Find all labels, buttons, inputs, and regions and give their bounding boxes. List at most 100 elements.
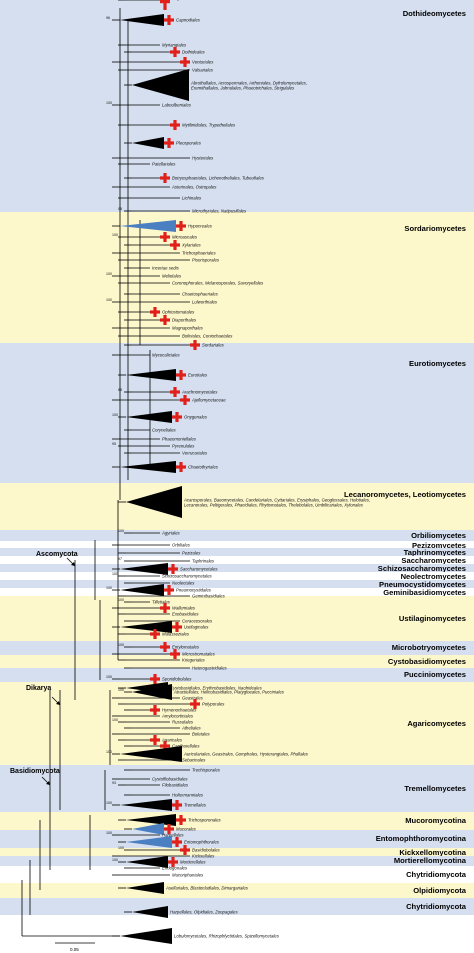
bootstrap-value: 100	[112, 572, 118, 576]
bootstrap-value: 100	[118, 529, 124, 533]
bootstrap-value: 100	[106, 586, 112, 590]
taxon-label: Diaporthales	[172, 318, 197, 323]
band-taphrinomycetes: Taphrinomycetes	[0, 548, 474, 557]
taxon-label: Mortierellales	[180, 860, 206, 865]
taxon-label: Mucorales	[176, 827, 197, 832]
red-cross-icon	[170, 390, 180, 394]
taxon-label: Arachnomycetales	[181, 390, 218, 395]
taxon-label: Agaricales	[161, 738, 183, 743]
bootstrap-value: 100	[106, 272, 112, 276]
red-cross-icon	[163, 0, 167, 10]
bootstrap-value: 100	[106, 675, 112, 679]
bootstrap-value: 100	[112, 233, 118, 237]
annotation-ascomycota: Ascomycota	[36, 551, 78, 558]
band-label: Kickxellomycotina	[399, 848, 466, 857]
taxon-label: Mytilinidiales, Trypetheliales	[182, 123, 236, 128]
collapsed-clade-triangle	[132, 684, 172, 700]
taxon-label: Auriculariales, Geastrales, Gomphales, H…	[183, 752, 309, 757]
collapsed-clade-triangle	[120, 14, 164, 26]
taxon-label: Pezizales	[182, 551, 201, 556]
band-label: Pneumocystidomycetes	[379, 580, 466, 589]
taxon-label: Boletales	[192, 732, 211, 737]
taxon-label: Lobulomycetales, Rhizophlyctidales, Spiz…	[174, 934, 280, 939]
band-label: Chytridiomycota	[406, 901, 466, 911]
taxon-label: Magnaporthales	[172, 326, 204, 331]
taxon-label: Meliolales	[162, 274, 182, 279]
taxon-label: Hypocreales	[188, 224, 213, 229]
taxon-label: Venturiales	[192, 60, 214, 65]
collapsed-clade-triangle	[120, 746, 182, 762]
red-cross-icon	[170, 652, 180, 656]
taxon-label: Tilletiales	[152, 600, 171, 605]
red-cross-icon	[150, 677, 160, 681]
taxon-label: Harpellales, Olpidiales, Zoopagales	[170, 910, 238, 915]
taxon-label: Exobasidiales	[172, 612, 199, 617]
band-microbotryomycetes: Microbotryomycetes	[0, 641, 474, 655]
taxon-label: Russulales	[172, 720, 194, 725]
arrow-head-icon	[46, 781, 50, 785]
arrow-head-icon	[71, 562, 75, 566]
bootstrap-value: 95	[112, 442, 116, 446]
taxon-label: Cystobasidiales, Erythrobasidiales, Naoh…	[170, 686, 263, 691]
taxon-label: Ophiostomatales	[162, 310, 195, 315]
bootstrap-value: 93	[112, 781, 116, 785]
taxon-label: Botryosphaeriales, Lichenotheliales, Tub…	[172, 176, 265, 181]
taxon-label: Chaetothyriales	[188, 465, 219, 470]
taxon-label: Lichinales	[182, 196, 202, 201]
band-mucoromycotina: Mucoromycotina	[0, 812, 474, 830]
taxon-label: Cantharellales	[172, 744, 200, 749]
red-cross-icon	[190, 343, 200, 347]
band-cystobasidiomycetes: Cystobasidiomycetes	[0, 655, 474, 668]
taxon-label: Dothideales	[182, 50, 206, 55]
bootstrap-value: 100	[106, 831, 112, 835]
taxon-label: Malasseziales	[162, 632, 190, 637]
taxon-label: Eurotiales	[188, 373, 208, 378]
bootstrap-value: 96	[106, 16, 110, 20]
taxon-label: Neolectales	[172, 581, 195, 586]
collapsed-clade-triangle	[132, 906, 168, 918]
collapsed-clade-triangle	[126, 814, 176, 826]
collapsed-clade-triangle	[120, 461, 176, 473]
taxon-label: Basidiobolales	[192, 848, 221, 853]
bootstrap-value: 98	[118, 207, 122, 211]
taxon-label: Asterinales, Ostropales	[171, 185, 217, 190]
band-agaricomycetes: Agaricomycetes	[0, 682, 474, 765]
red-cross-icon	[160, 235, 170, 239]
band-kickxellomycotina: Kickxellomycotina	[0, 848, 474, 857]
taxon-label: Pneumocystidales	[176, 588, 212, 593]
band-mortierellomycotina: Mortierellomycotina	[0, 856, 474, 866]
bootstrap-value: 100	[112, 718, 118, 722]
taxon-label: Trichosphaeriales	[182, 251, 216, 256]
taxon-label: Onygenales	[184, 415, 208, 420]
band-pucciniomycetes: Pucciniomycetes	[0, 668, 474, 682]
taxon-label: Microascales	[172, 235, 198, 240]
taxon-label: Kickxellales	[192, 854, 215, 859]
taxon-label: Boliniales, Coniochaetales	[182, 334, 233, 339]
band-label: Mortierellomycotina	[393, 856, 466, 865]
taxon-label: Tremellales	[184, 803, 207, 808]
band-label: Neolectromycetes	[400, 572, 466, 581]
scale-bar-label: 0.05	[70, 947, 79, 952]
band-entomophthoromycotina: Entomophthoromycotina	[0, 830, 474, 848]
red-cross-icon	[180, 398, 190, 402]
red-cross-icon	[160, 744, 170, 748]
red-cross-icon	[180, 60, 190, 64]
taxon-label: Incertae sedis	[152, 266, 180, 271]
red-cross-icon	[170, 243, 180, 247]
band-label: Pucciniomycetes	[403, 670, 466, 679]
taxon-label: Holtermanniales	[172, 793, 204, 798]
taxon-label: Schizosaccharomycetales	[162, 574, 213, 579]
taxon-label: Agyriales	[161, 531, 181, 536]
band-label: Olpidiomycota	[413, 885, 466, 895]
taxon-label: Orbiliales	[172, 543, 191, 548]
band-label: Entomophthoromycotina	[375, 834, 466, 843]
band-orbiliomycetes: Orbiliomycetes	[0, 530, 474, 541]
bootstrap-value: 100	[112, 858, 118, 862]
taxon-label: Hymenochaetales	[162, 708, 197, 713]
taxon-label: Entomophthorales	[184, 840, 220, 845]
taxon-label: Capnodiales	[176, 18, 201, 23]
taxon-label: Sebacinales	[182, 758, 206, 763]
taxon-label: Asellariales, Blastocladiales, Dimargari…	[165, 886, 249, 891]
taxon-label: Geminibasidiales	[192, 594, 226, 599]
